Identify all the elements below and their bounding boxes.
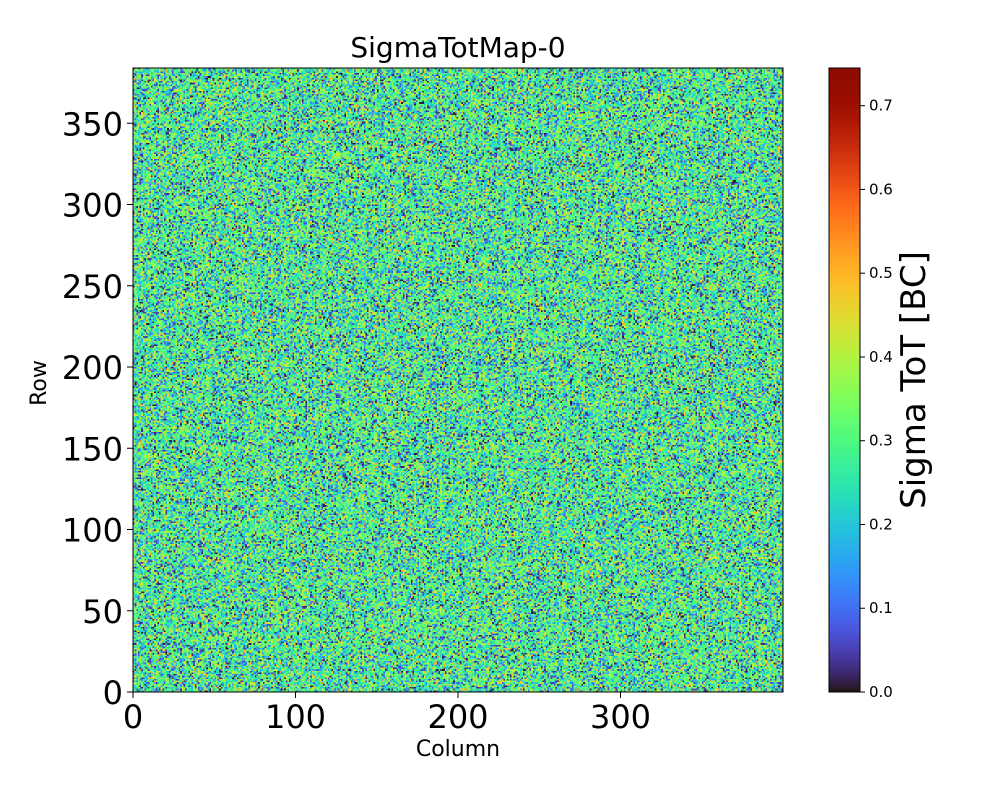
y-tick-label: 300 bbox=[62, 187, 123, 225]
colorbar-tick-label: 0.2 bbox=[869, 515, 893, 533]
colorbar-tick-label: 0.3 bbox=[869, 432, 893, 450]
x-axis-label: Column bbox=[415, 737, 501, 762]
y-axis-ticks: 0 50 100 150 200 250 300 350 bbox=[62, 105, 133, 712]
y-tick-label: 200 bbox=[62, 349, 123, 387]
x-tick-label: 100 bbox=[265, 698, 326, 736]
colorbar-tick-label: 0.0 bbox=[869, 683, 893, 701]
y-tick-label: 150 bbox=[62, 430, 123, 468]
colorbar-tick-label: 0.7 bbox=[869, 97, 893, 115]
y-tick-label: 0 bbox=[103, 674, 123, 712]
y-tick-label: 350 bbox=[62, 105, 123, 143]
chart-title: SigmaTotMap-0 bbox=[350, 31, 566, 64]
x-axis-ticks: 0 100 200 300 bbox=[123, 692, 651, 736]
colorbar-frame bbox=[828, 67, 861, 693]
y-tick-label: 100 bbox=[62, 512, 123, 550]
x-tick-label: 200 bbox=[427, 698, 488, 736]
x-tick-label: 0 bbox=[123, 698, 143, 736]
y-tick-label: 50 bbox=[82, 593, 123, 631]
heatmap-image bbox=[133, 68, 783, 692]
colorbar-tick-label: 0.6 bbox=[869, 180, 893, 198]
colorbar-tick-label: 0.1 bbox=[869, 599, 893, 617]
colorbar-tick-label: 0.4 bbox=[869, 348, 893, 366]
colorbar-gradient bbox=[829, 68, 860, 692]
colorbar-tick-label: 0.5 bbox=[869, 264, 893, 282]
x-tick-label: 300 bbox=[590, 698, 651, 736]
colorbar-ticks: 0.0 0.1 0.2 0.3 0.4 0.5 0.6 0.7 bbox=[860, 97, 893, 701]
y-tick-label: 250 bbox=[62, 268, 123, 306]
